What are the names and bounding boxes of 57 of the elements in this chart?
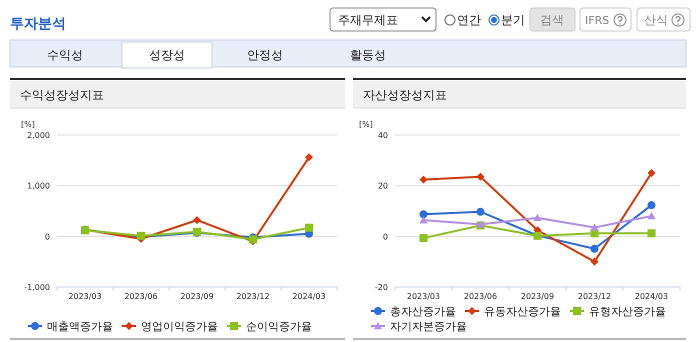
text: 활동성 [350, 48, 386, 62]
y-tick-label: 40 [378, 131, 388, 140]
chart-title: 자산성장성지표 [363, 88, 447, 102]
legend-label: 영업이익증가율 [141, 320, 218, 333]
x-tick-label: 2023/03 [406, 292, 440, 301]
legend-label: 순이익증가율 [246, 320, 312, 333]
x-tick-label: 2023/03 [68, 292, 102, 301]
legend-label: 매출액증가율 [47, 320, 113, 333]
point [648, 201, 656, 210]
point [648, 212, 656, 220]
legend-label: 유동자산증가율 [484, 305, 561, 318]
x-tick-label: 2023/09 [180, 292, 214, 301]
text: 연간 [457, 13, 481, 27]
text: 수익성 [47, 48, 83, 62]
y-tick-label: 0 [382, 232, 388, 242]
x-tick-label: 2023/06 [464, 292, 498, 301]
point [305, 153, 313, 162]
text: 주재무제표 [338, 13, 398, 27]
point [590, 258, 598, 266]
x-tick-label: 2023/12 [578, 292, 612, 301]
point [476, 172, 484, 181]
point [193, 216, 201, 224]
x-tick-label: 2023/12 [236, 292, 270, 301]
point [420, 176, 428, 184]
y-tick-label: -1,000 [24, 283, 50, 292]
chart-title: 수익성장성지표 [20, 88, 104, 102]
y-tick-label: 2,000 [27, 131, 50, 140]
point [476, 208, 484, 216]
text: 산식 [644, 13, 668, 27]
x-tick-label: 2023/09 [520, 292, 554, 301]
point [590, 223, 598, 231]
x-tick-label: 2024/03 [634, 292, 668, 301]
legend-label: 총자산증가율 [390, 305, 456, 318]
y-axis-title: [%] [359, 120, 373, 129]
point [648, 169, 656, 177]
point [648, 229, 656, 238]
legend-label: 유형자산증가율 [589, 305, 666, 318]
text: 분기 [501, 13, 525, 27]
point [305, 224, 313, 232]
y-tick-label: -20 [374, 283, 388, 292]
text: 성장성 [149, 48, 185, 62]
point [534, 214, 542, 222]
y-tick-label: 0 [44, 232, 50, 242]
y-tick-label: 1,000 [27, 182, 50, 191]
text: 투자분석 [10, 16, 66, 32]
point [420, 234, 428, 242]
text: IFRS [585, 14, 610, 27]
y-tick-label: 20 [378, 182, 388, 191]
y-axis-title: [%] [21, 120, 35, 129]
point [590, 244, 598, 253]
x-tick-label: 2024/03 [292, 292, 326, 301]
legend-label: 자기자본증가율 [390, 320, 467, 333]
point [420, 216, 428, 224]
point [420, 210, 428, 218]
x-tick-label: 2023/06 [124, 292, 158, 301]
text: 검색 [540, 13, 564, 27]
text: 안정성 [247, 48, 283, 62]
